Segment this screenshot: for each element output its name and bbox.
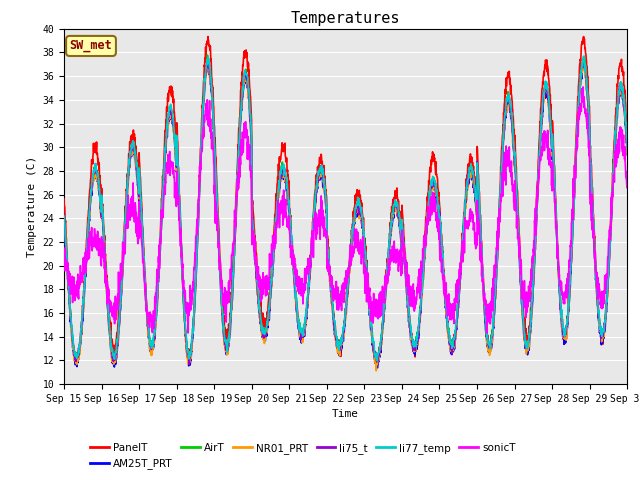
PanelT bbox=[362, 260, 370, 265]
PanelT bbox=[589, 212, 597, 218]
Y-axis label: Temperature (C): Temperature (C) bbox=[27, 156, 37, 257]
li77_temp bbox=[60, 213, 68, 219]
AM25T_PRT bbox=[204, 61, 212, 67]
sonicT bbox=[362, 283, 370, 288]
AM25T_PRT bbox=[589, 228, 597, 234]
Line: PanelT: PanelT bbox=[64, 36, 627, 366]
NR01_PRT bbox=[509, 145, 517, 151]
X-axis label: Time: Time bbox=[332, 409, 359, 419]
AirT bbox=[589, 216, 597, 222]
AirT bbox=[362, 261, 370, 266]
li75_t bbox=[186, 361, 193, 367]
AirT bbox=[623, 144, 631, 150]
NR01_PRT bbox=[623, 151, 631, 157]
PanelT bbox=[218, 283, 225, 288]
li77_temp bbox=[217, 287, 225, 293]
AirT bbox=[204, 52, 211, 58]
sonicT bbox=[574, 129, 582, 135]
Line: li77_temp: li77_temp bbox=[64, 56, 627, 361]
li75_t bbox=[218, 295, 225, 301]
AirT bbox=[185, 360, 193, 365]
NR01_PRT bbox=[574, 121, 582, 127]
li75_t bbox=[374, 355, 382, 360]
li75_t bbox=[589, 222, 597, 228]
PanelT bbox=[375, 357, 383, 362]
AirT bbox=[218, 295, 225, 300]
Line: li75_t: li75_t bbox=[64, 60, 627, 364]
NR01_PRT bbox=[60, 216, 68, 222]
sonicT bbox=[60, 246, 68, 252]
AM25T_PRT bbox=[623, 152, 631, 157]
li75_t bbox=[509, 142, 517, 148]
AirT bbox=[510, 142, 518, 148]
NR01_PRT bbox=[580, 60, 588, 66]
Line: AirT: AirT bbox=[64, 55, 627, 362]
li75_t bbox=[574, 120, 582, 126]
sonicT bbox=[589, 227, 597, 233]
PanelT bbox=[204, 34, 212, 39]
AirT bbox=[60, 213, 68, 219]
AirT bbox=[574, 113, 582, 119]
AM25T_PRT bbox=[510, 148, 518, 154]
NR01_PRT bbox=[372, 368, 380, 373]
Line: NR01_PRT: NR01_PRT bbox=[64, 63, 627, 371]
li77_temp bbox=[509, 138, 517, 144]
sonicT bbox=[218, 277, 225, 283]
li75_t bbox=[623, 143, 631, 149]
li77_temp bbox=[374, 351, 382, 357]
AM25T_PRT bbox=[218, 299, 225, 304]
NR01_PRT bbox=[374, 355, 382, 361]
Line: AM25T_PRT: AM25T_PRT bbox=[64, 64, 627, 369]
sonicT bbox=[374, 307, 382, 312]
PanelT bbox=[574, 94, 582, 100]
sonicT bbox=[579, 84, 587, 90]
Legend: PanelT, AM25T_PRT, AirT, NR01_PRT, li75_t, li77_temp, sonicT: PanelT, AM25T_PRT, AirT, NR01_PRT, li75_… bbox=[86, 439, 520, 473]
PanelT bbox=[60, 196, 68, 202]
li77_temp bbox=[574, 116, 582, 122]
AirT bbox=[375, 349, 383, 355]
NR01_PRT bbox=[217, 293, 225, 299]
Title: Temperatures: Temperatures bbox=[291, 11, 401, 26]
AM25T_PRT bbox=[375, 359, 383, 365]
AM25T_PRT bbox=[574, 119, 582, 125]
li77_temp bbox=[374, 358, 381, 364]
Text: SW_met: SW_met bbox=[70, 39, 113, 52]
PanelT bbox=[73, 363, 81, 369]
AM25T_PRT bbox=[362, 263, 370, 269]
li75_t bbox=[579, 57, 587, 62]
AM25T_PRT bbox=[372, 366, 380, 372]
sonicT bbox=[184, 330, 192, 336]
NR01_PRT bbox=[362, 262, 370, 268]
li77_temp bbox=[589, 219, 597, 225]
li75_t bbox=[362, 262, 370, 267]
li77_temp bbox=[623, 147, 631, 153]
PanelT bbox=[623, 128, 631, 133]
sonicT bbox=[509, 182, 517, 188]
Line: sonicT: sonicT bbox=[64, 87, 627, 333]
NR01_PRT bbox=[589, 228, 597, 233]
PanelT bbox=[510, 129, 518, 135]
li75_t bbox=[60, 210, 68, 216]
li77_temp bbox=[580, 53, 588, 59]
li77_temp bbox=[362, 254, 370, 260]
AM25T_PRT bbox=[60, 222, 68, 228]
sonicT bbox=[623, 169, 631, 175]
